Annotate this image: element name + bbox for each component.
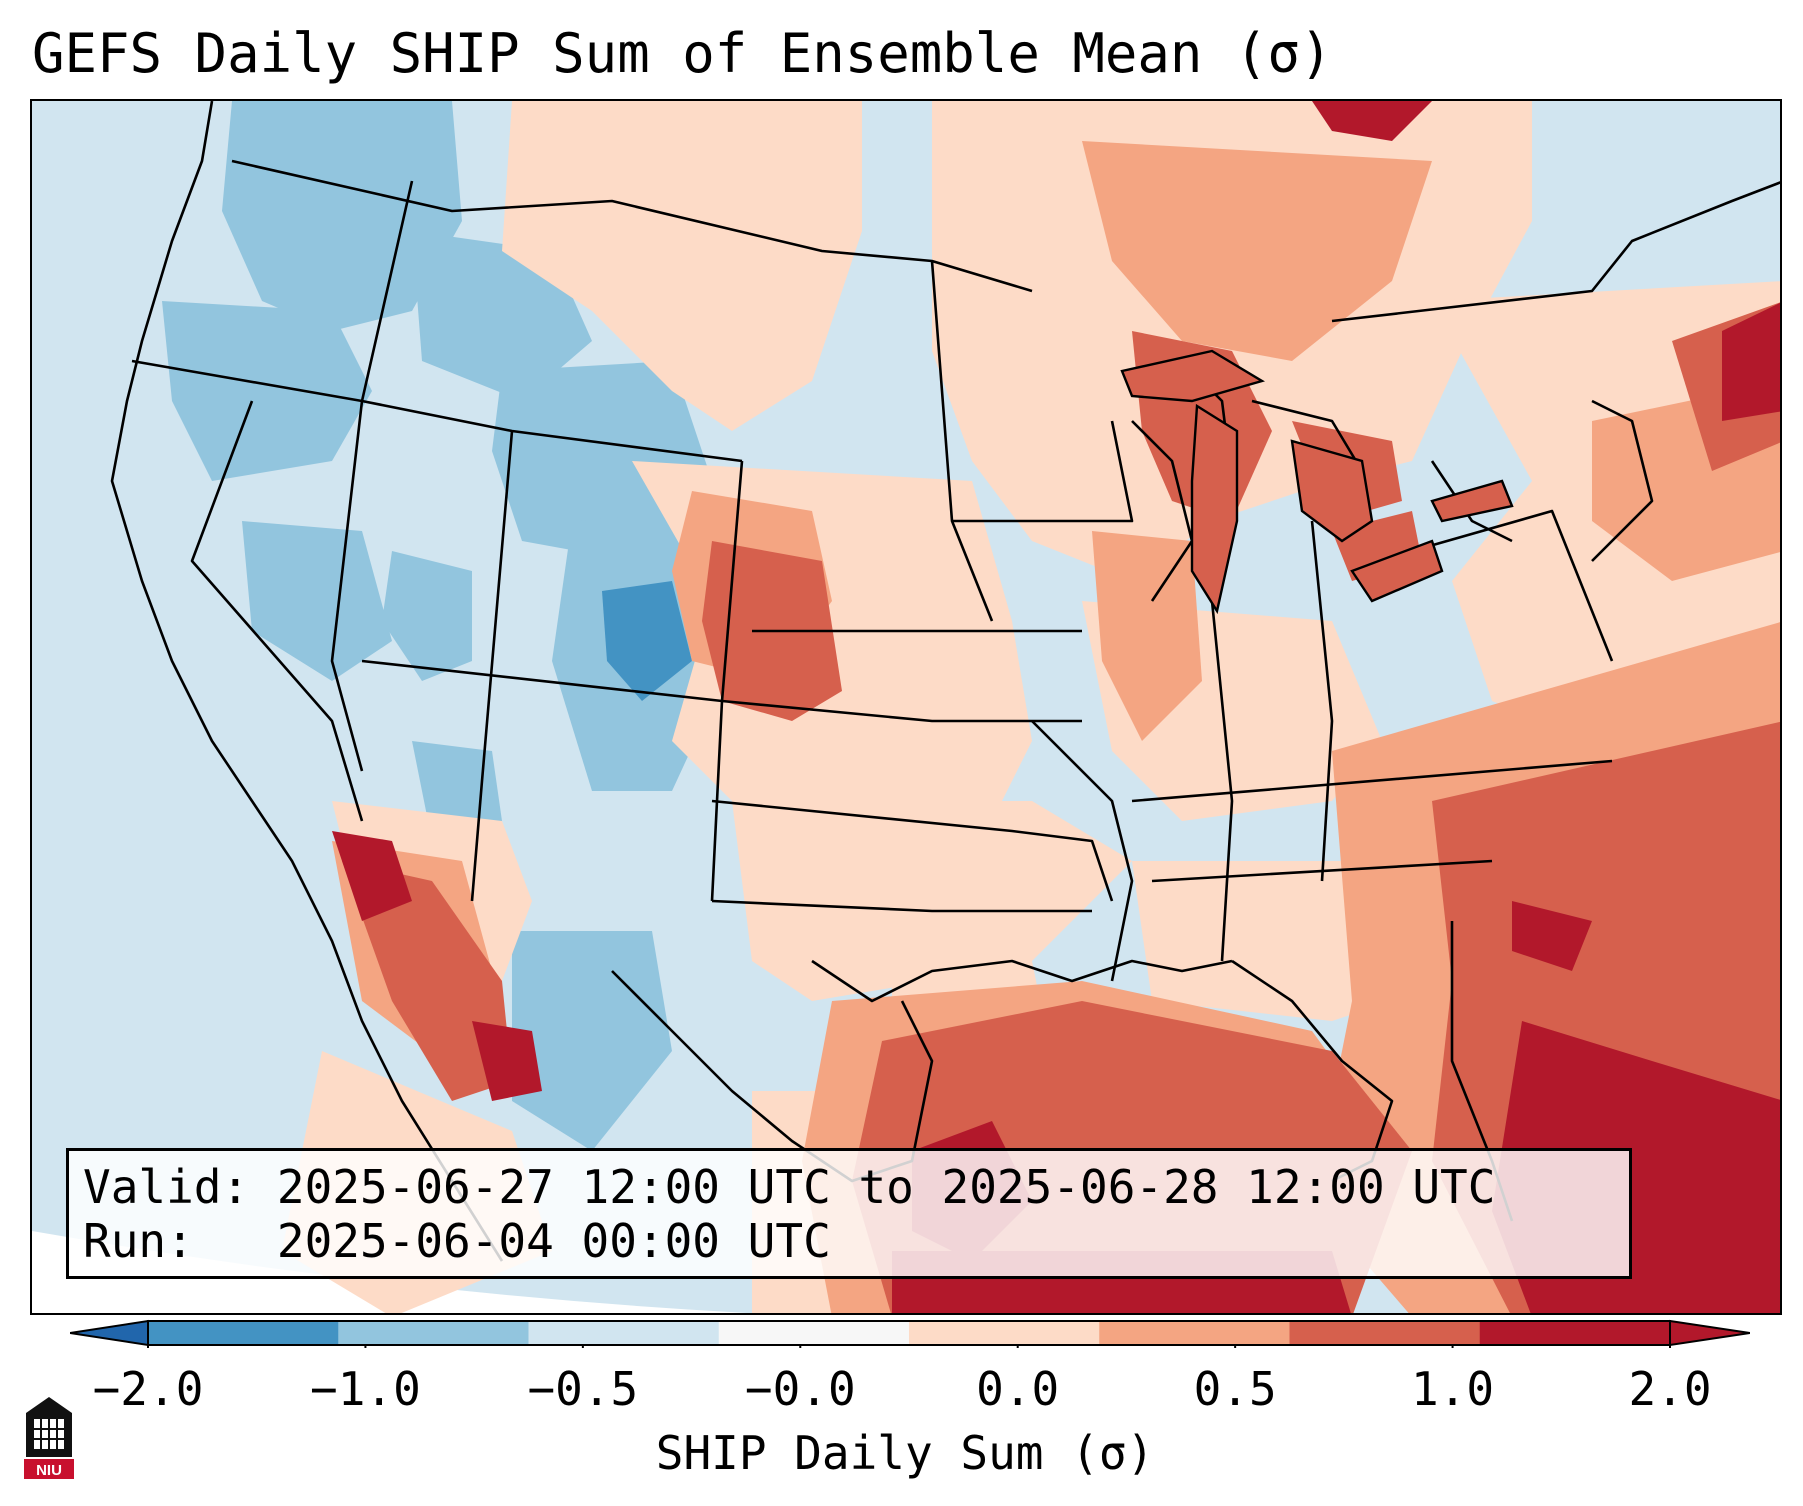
- niu-logo-icon: NIU: [24, 1397, 74, 1479]
- colorbar-tick-label: −2.0: [92, 1362, 204, 1416]
- colorbar-segment: [1289, 1321, 1481, 1345]
- map-title: GEFS Daily SHIP Sum of Ensemble Mean (σ): [32, 22, 1333, 85]
- valid-text: 2025-06-27 12:00 UTC to 2025-06-28 12:00…: [276, 1160, 1496, 1214]
- valid-row: Valid: 2025-06-27 12:00 UTC to 2025-06-2…: [83, 1160, 1615, 1214]
- valid-label: Valid:: [83, 1160, 250, 1214]
- colorbar-segment: [1479, 1321, 1671, 1345]
- great-lakes: [1120, 349, 1514, 615]
- colorbar-tick-label: −1.0: [310, 1362, 421, 1416]
- colorbar-tick-label: −0.0: [744, 1362, 856, 1416]
- anomaly-map: [32, 101, 1780, 1313]
- colorbar-segment: [528, 1321, 720, 1345]
- logo-text: NIU: [36, 1462, 62, 1479]
- run-label: Run:: [83, 1214, 194, 1268]
- colorbar-frame: [147, 1320, 1671, 1346]
- colorbar-segment: [338, 1321, 529, 1345]
- colorbar-extend-high: [1669, 1319, 1750, 1347]
- run-row: Run: 2025-06-04 00:00 UTC: [83, 1214, 1615, 1268]
- valid-run-info-box: Valid: 2025-06-27 12:00 UTC to 2025-06-2…: [66, 1148, 1632, 1279]
- colorbar-segment: [1099, 1321, 1290, 1345]
- colorbar-tick-label: 0.0: [976, 1362, 1060, 1416]
- colorbar-tick-label: 2.0: [1628, 1362, 1712, 1416]
- colorbar-segment: [148, 1321, 339, 1345]
- colorbar-segment: [909, 1321, 1100, 1345]
- colorbar: [70, 1319, 1750, 1348]
- colorbar-segment: [718, 1321, 910, 1345]
- colorbar-tick-label: 0.5: [1193, 1362, 1277, 1416]
- map-panel: [30, 99, 1782, 1315]
- colorbar-tick-label: 1.0: [1411, 1362, 1495, 1416]
- colorbar-extend-low: [70, 1319, 149, 1347]
- projection-edge: [32, 1231, 748, 1313]
- colorbar-segments: [147, 1321, 1671, 1348]
- colorbar-tick-label: −0.5: [527, 1362, 639, 1416]
- colorbar-label: SHIP Daily Sum (σ): [655, 1426, 1155, 1480]
- run-text: 2025-06-04 00:00 UTC: [276, 1214, 831, 1268]
